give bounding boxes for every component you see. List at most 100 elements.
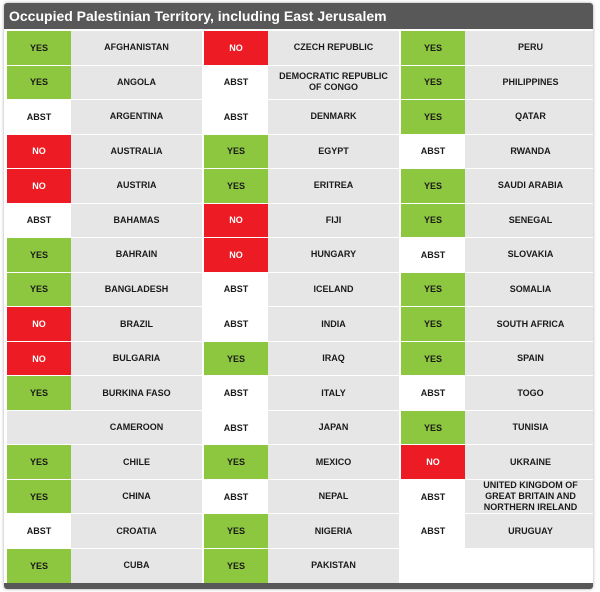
vote-row: YES BANGLADESH	[7, 272, 204, 308]
country-name: CHINA	[71, 479, 204, 515]
country-name: BURKINA FASO	[71, 376, 204, 411]
country-name: CUBA	[71, 548, 204, 584]
vote-status: ABST	[204, 307, 268, 342]
country-name: PHILIPPINES	[465, 65, 593, 101]
country-name: DEMOCRATIC REPUBLIC OF CONGO	[268, 65, 401, 101]
vote-status: YES	[401, 410, 465, 446]
vote-status: NO	[7, 134, 71, 170]
vote-status: ABST	[401, 376, 465, 411]
country-name: NIGERIA	[268, 514, 401, 549]
vote-status: YES	[204, 169, 268, 204]
vote-row: YES CUBA	[7, 548, 204, 584]
vote-row: YES PHILIPPINES	[401, 65, 593, 101]
country-name: ITALY	[268, 376, 401, 411]
vote-status: ABST	[204, 65, 268, 101]
vote-row: YES PERU	[401, 31, 593, 66]
vote-row: NO AUSTRIA	[7, 169, 204, 204]
vote-row: YES MEXICO	[204, 445, 401, 480]
vote-status: YES	[204, 134, 268, 170]
country-name: IRAQ	[268, 341, 401, 377]
country-name: PERU	[465, 31, 593, 66]
vote-status: ABST	[401, 238, 465, 273]
vote-row: YES IRAQ	[204, 341, 401, 377]
country-name: AFGHANISTAN	[71, 31, 204, 66]
vote-row: YES BURKINA FASO	[7, 376, 204, 411]
vote-status: YES	[7, 272, 71, 308]
vote-row: YES EGYPT	[204, 134, 401, 170]
country-name: SAUDI ARABIA	[465, 169, 593, 204]
vote-status: ABST	[204, 376, 268, 411]
vote-status: NO	[7, 341, 71, 377]
vote-status: ABST	[204, 100, 268, 135]
vote-row: YES BAHRAIN	[7, 238, 204, 273]
vote-status: NO	[204, 203, 268, 239]
vote-status: NO	[401, 445, 465, 480]
country-name: JAPAN	[268, 410, 401, 446]
vote-row: ABST ICELAND	[204, 272, 401, 308]
country-name: TUNISIA	[465, 410, 593, 446]
country-name: INDIA	[268, 307, 401, 342]
vote-status: NO	[7, 307, 71, 342]
vote-status: ABST	[401, 514, 465, 549]
vote-row: NO FIJI	[204, 203, 401, 239]
vote-row: NO CZECH REPUBLIC	[204, 31, 401, 66]
vote-row: CAMEROON	[7, 410, 204, 446]
vote-row: YES QATAR	[401, 100, 593, 135]
vote-row: NO AUSTRALIA	[7, 134, 204, 170]
country-name: SPAIN	[465, 341, 593, 377]
country-name: AUSTRALIA	[71, 134, 204, 170]
vote-row: ABST RWANDA	[401, 134, 593, 170]
vote-row: ABST UNITED KINGDOM OF GREAT BRITAIN AND …	[401, 479, 593, 515]
vote-row: YES SOMALIA	[401, 272, 593, 308]
vote-row: NO BULGARIA	[7, 341, 204, 377]
vote-status: YES	[7, 65, 71, 101]
vote-status: YES	[401, 31, 465, 66]
vote-row: YES ANGOLA	[7, 65, 204, 101]
country-name: ANGOLA	[71, 65, 204, 101]
vote-row: ABST TOGO	[401, 376, 593, 411]
vote-row: ABST SLOVAKIA	[401, 238, 593, 273]
footer-bar	[4, 583, 593, 589]
vote-status: YES	[7, 479, 71, 515]
vote-row	[401, 549, 593, 584]
vote-table-panel: Occupied Palestinian Territory, includin…	[4, 3, 593, 589]
country-name: SOUTH AFRICA	[465, 307, 593, 342]
vote-row: ABST ARGENTINA	[7, 100, 204, 135]
vote-status: ABST	[7, 100, 71, 135]
country-name: PAKISTAN	[268, 548, 401, 584]
vote-row: NO BRAZIL	[7, 307, 204, 342]
country-name: ERITREA	[268, 169, 401, 204]
vote-status: NO	[204, 31, 268, 66]
vote-status: NO	[204, 238, 268, 273]
country-name: HUNGARY	[268, 238, 401, 273]
vote-status: YES	[401, 203, 465, 239]
vote-status: ABST	[204, 272, 268, 308]
vote-status: ABST	[7, 514, 71, 549]
vote-status: YES	[7, 31, 71, 66]
vote-status: YES	[7, 445, 71, 480]
vote-row: ABST ITALY	[204, 376, 401, 411]
country-name: QATAR	[465, 100, 593, 135]
vote-status: ABST	[401, 479, 465, 515]
country-name: CZECH REPUBLIC	[268, 31, 401, 66]
country-name: BRAZIL	[71, 307, 204, 342]
vote-status: YES	[401, 100, 465, 135]
country-name: CAMEROON	[71, 410, 204, 446]
country-name: UNITED KINGDOM OF GREAT BRITAIN AND NORT…	[465, 479, 593, 515]
panel-title: Occupied Palestinian Territory, includin…	[4, 3, 593, 29]
vote-row: YES SAUDI ARABIA	[401, 169, 593, 204]
vote-status: YES	[7, 238, 71, 273]
vote-status: ABST	[204, 479, 268, 515]
vote-status: YES	[204, 548, 268, 584]
country-name: MEXICO	[268, 445, 401, 480]
vote-status: ABST	[204, 410, 268, 446]
vote-row: ABST BAHAMAS	[7, 203, 204, 239]
vote-status: YES	[204, 514, 268, 549]
vote-row: NO UKRAINE	[401, 445, 593, 480]
vote-row: YES SENEGAL	[401, 203, 593, 239]
vote-status: YES	[7, 548, 71, 584]
vote-row: ABST DENMARK	[204, 100, 401, 135]
country-name: SENEGAL	[465, 203, 593, 239]
country-name: CHILE	[71, 445, 204, 480]
vote-status	[7, 410, 71, 446]
